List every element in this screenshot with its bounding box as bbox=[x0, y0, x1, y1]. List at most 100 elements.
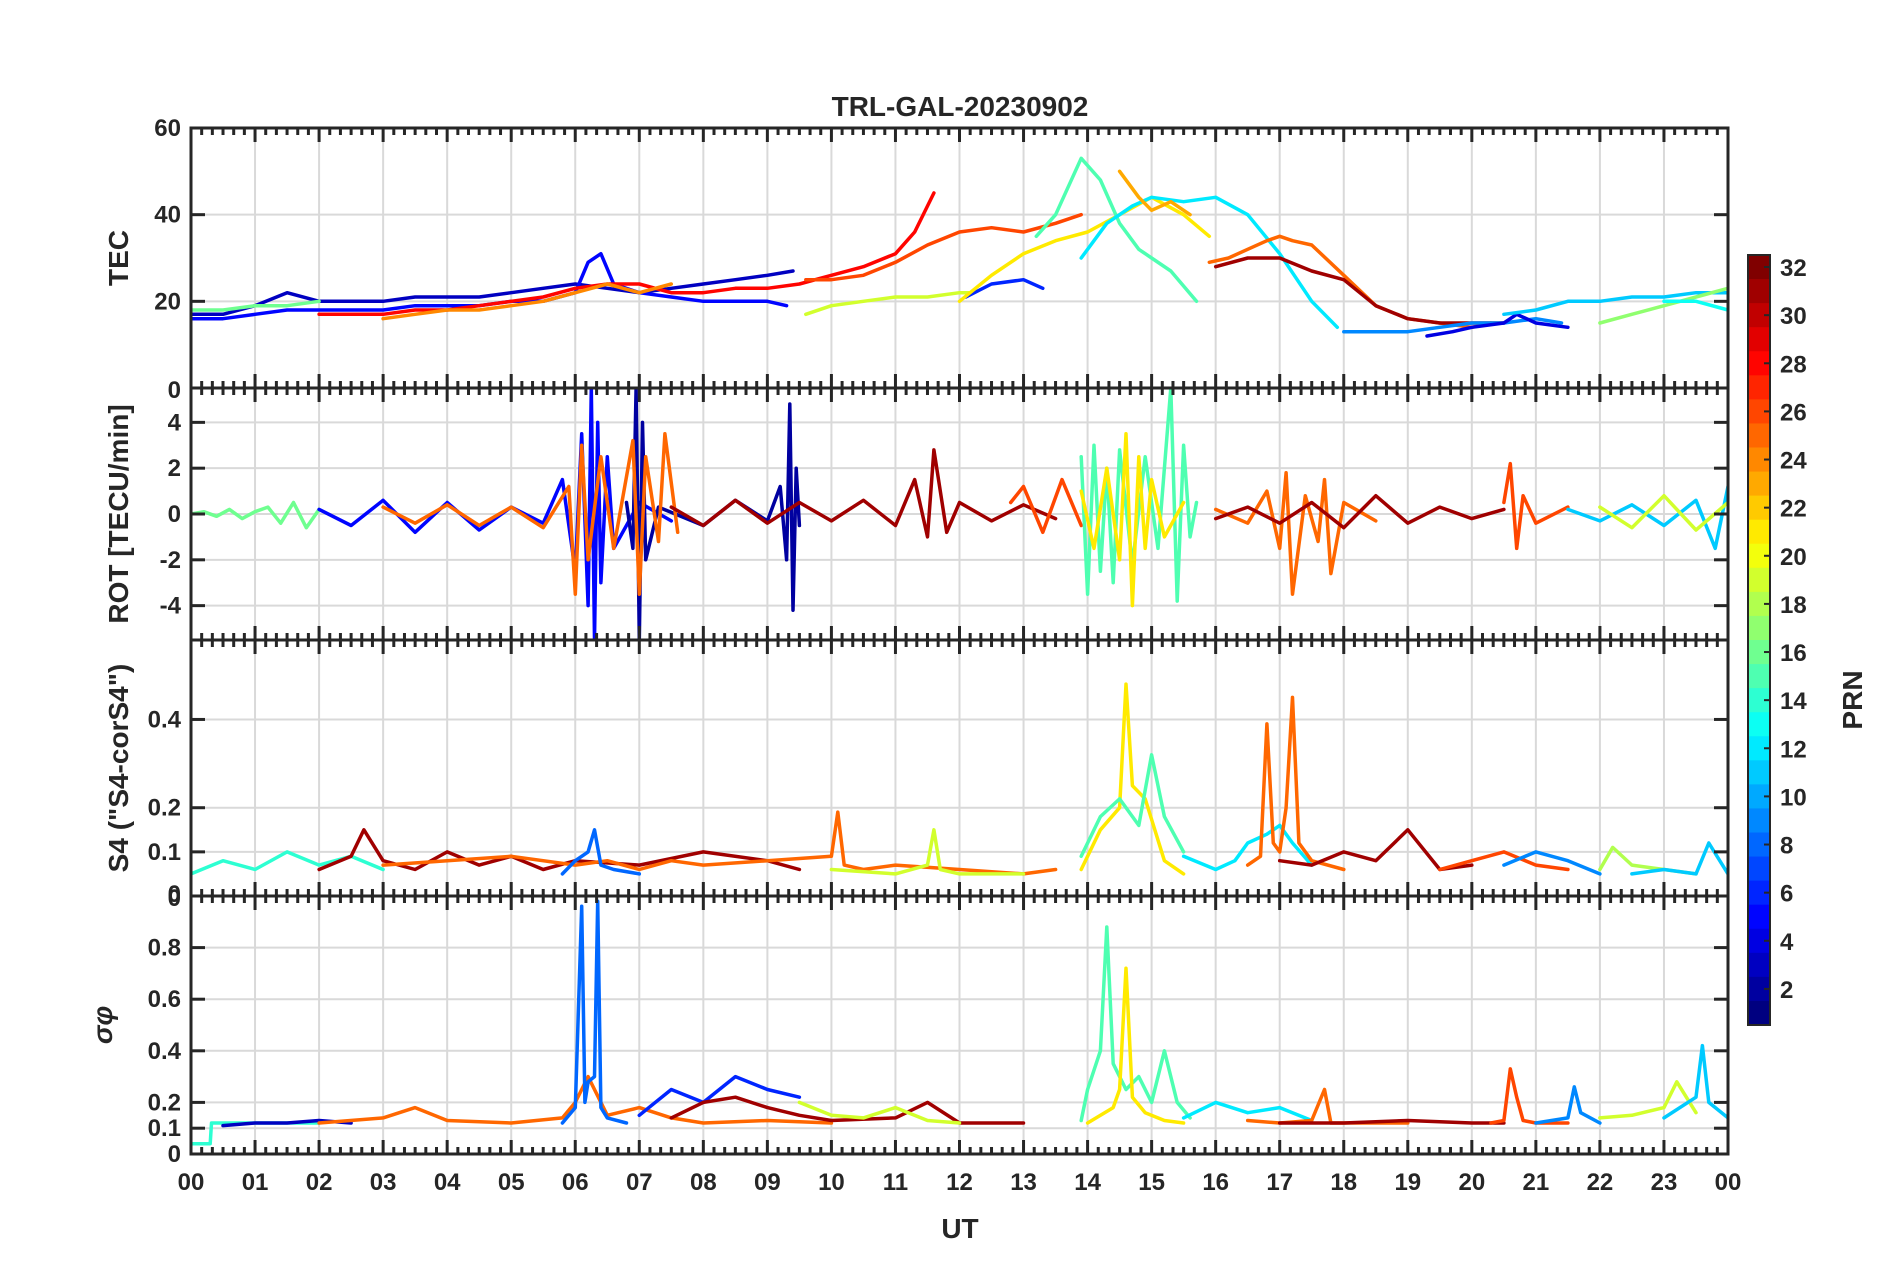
colorbar-tick-label: 14 bbox=[1780, 688, 1807, 715]
colorbar-tick-label: 24 bbox=[1780, 448, 1807, 475]
x-tick-label: 01 bbox=[242, 1169, 269, 1196]
series-line-prn-19 bbox=[797, 1100, 962, 1125]
colorbar-swatch bbox=[1748, 303, 1770, 328]
colorbar-swatch bbox=[1748, 856, 1770, 882]
colorbar-swatch bbox=[1748, 736, 1770, 761]
colorbar-tick-label: 12 bbox=[1780, 736, 1807, 763]
colorbar-swatch bbox=[1748, 543, 1770, 569]
series-line-prn-26 bbox=[1008, 477, 1083, 535]
series-line-prn-6 bbox=[964, 277, 1045, 299]
colorbar-swatch bbox=[1748, 928, 1770, 954]
colorbar-swatch bbox=[1748, 640, 1770, 665]
series-line-prn-26 bbox=[1502, 461, 1570, 551]
colorbar-swatch bbox=[1748, 808, 1770, 834]
x-tick-label: 22 bbox=[1587, 1169, 1614, 1196]
colorbar-frame bbox=[1747, 254, 1771, 1026]
x-tick-label: 00 bbox=[1715, 1169, 1742, 1196]
series-line-prn-8 bbox=[560, 899, 629, 1125]
colorbar-tick-label: 22 bbox=[1780, 496, 1807, 523]
series-line-prn-3 bbox=[191, 269, 795, 317]
colorbar-tick-label: 6 bbox=[1780, 881, 1793, 908]
series-line-prn-15 bbox=[1079, 753, 1186, 859]
x-tick-label: 11 bbox=[883, 1169, 908, 1196]
panel-series bbox=[191, 899, 1728, 1146]
series-line-prn-31 bbox=[669, 448, 1058, 539]
series-line-prn-26 bbox=[804, 212, 1083, 282]
series-line-prn-21 bbox=[1085, 966, 1186, 1125]
x-axis-label: UT bbox=[941, 1213, 978, 1244]
y-tick-label-top: 0 bbox=[168, 377, 181, 404]
y-tick-label: 60 bbox=[154, 115, 181, 142]
x-tick-label: 08 bbox=[690, 1169, 717, 1196]
y-axis-label: S4 ("S4-corS4") bbox=[103, 664, 134, 873]
panel-series bbox=[191, 156, 1728, 338]
x-tick-label: 19 bbox=[1394, 1169, 1421, 1196]
series-line-prn-9 bbox=[1534, 1085, 1602, 1125]
y-axis-label: ROT [TECU/min] bbox=[103, 404, 134, 623]
series-line-prn-24 bbox=[381, 282, 674, 321]
colorbar-swatch bbox=[1748, 375, 1770, 400]
y-tick-label: 0.6 bbox=[148, 986, 181, 1013]
series-line-prn-31 bbox=[1213, 256, 1506, 325]
x-tick-label: 17 bbox=[1266, 1169, 1293, 1196]
series-line-prn-11 bbox=[1566, 484, 1728, 551]
x-tick-label: 02 bbox=[306, 1169, 333, 1196]
colorbar-swatch bbox=[1748, 664, 1770, 689]
series-line-prn-26 bbox=[1438, 850, 1570, 872]
y-tick-label: 0.1 bbox=[148, 839, 181, 866]
panel-series bbox=[191, 682, 1728, 876]
y-tick-label: 0 bbox=[168, 501, 181, 528]
colorbar-tick-label: 32 bbox=[1780, 255, 1807, 282]
colorbar-swatch bbox=[1748, 880, 1770, 906]
y-tick-label: 20 bbox=[154, 288, 181, 315]
colorbar-tick-label: 8 bbox=[1780, 833, 1793, 860]
series-line-prn-15 bbox=[1034, 156, 1199, 304]
x-tick-label: 16 bbox=[1202, 1169, 1229, 1196]
series-line-prn-21 bbox=[1079, 682, 1186, 876]
colorbar-swatch bbox=[1748, 591, 1770, 617]
series-line-prn-31 bbox=[1213, 493, 1506, 530]
y-tick-label: 0.8 bbox=[148, 935, 181, 962]
colorbar-swatch bbox=[1748, 615, 1770, 641]
y-tick-label: -2 bbox=[160, 547, 181, 574]
series-line-prn-19 bbox=[1598, 493, 1728, 532]
colorbar-swatch bbox=[1748, 567, 1770, 593]
colorbar-swatch bbox=[1748, 688, 1770, 713]
series-line-prn-8 bbox=[560, 828, 642, 876]
panel-series bbox=[191, 388, 1728, 640]
colorbar-tick-label: 20 bbox=[1780, 544, 1807, 571]
colorbar-tick-label: 26 bbox=[1780, 399, 1807, 426]
colorbar-tick-label: 4 bbox=[1780, 929, 1794, 956]
x-tick-label: 00 bbox=[178, 1169, 205, 1196]
y-tick-label: -4 bbox=[160, 593, 182, 620]
y-tick-label-top: 0 bbox=[168, 885, 181, 912]
series-line-prn-5 bbox=[191, 251, 789, 321]
colorbar-swatch bbox=[1748, 495, 1770, 521]
colorbar-swatch bbox=[1748, 447, 1770, 473]
series-line-prn-23 bbox=[1117, 169, 1192, 217]
series-line-prn-28 bbox=[317, 191, 936, 317]
colorbar-swatch bbox=[1748, 904, 1770, 930]
colorbar-tick-label: 10 bbox=[1780, 784, 1807, 811]
y-tick-label: 0.2 bbox=[148, 1089, 181, 1116]
colorbar-swatch bbox=[1748, 255, 1770, 280]
x-tick-label: 07 bbox=[626, 1169, 653, 1196]
colorbar-swatch bbox=[1748, 279, 1770, 304]
x-tick-label: 21 bbox=[1523, 1169, 1550, 1196]
series-line-prn-19 bbox=[829, 828, 1026, 876]
y-axis-label: σφ bbox=[87, 1006, 118, 1044]
series-line-prn-11 bbox=[1662, 1043, 1728, 1120]
series-line-prn-12 bbox=[1181, 1100, 1314, 1123]
series-line-prn-31 bbox=[669, 1095, 1026, 1125]
series-line-prn-19 bbox=[1598, 1080, 1698, 1120]
colorbar-tick-label: 28 bbox=[1780, 351, 1807, 378]
x-tick-label: 14 bbox=[1074, 1169, 1101, 1196]
series-line-prn-19 bbox=[804, 290, 975, 317]
colorbar-tick-label: 30 bbox=[1780, 303, 1807, 330]
series-line-prn-31 bbox=[317, 828, 802, 872]
series-line-prn-16 bbox=[191, 500, 321, 530]
colorbar-swatch bbox=[1748, 351, 1770, 376]
colorbar-swatch bbox=[1748, 976, 1770, 1002]
